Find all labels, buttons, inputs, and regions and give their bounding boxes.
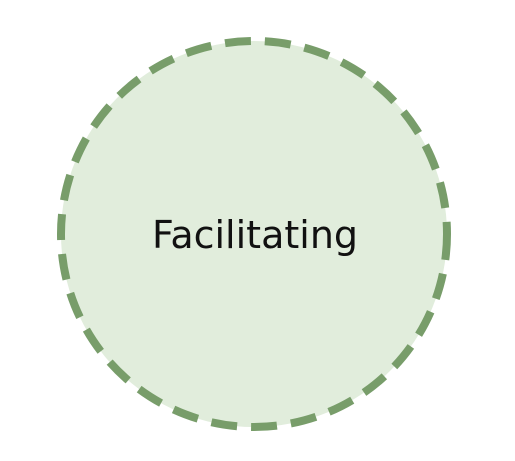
facilitating-node: [57, 37, 451, 431]
node-label: Facilitating: [152, 213, 358, 257]
